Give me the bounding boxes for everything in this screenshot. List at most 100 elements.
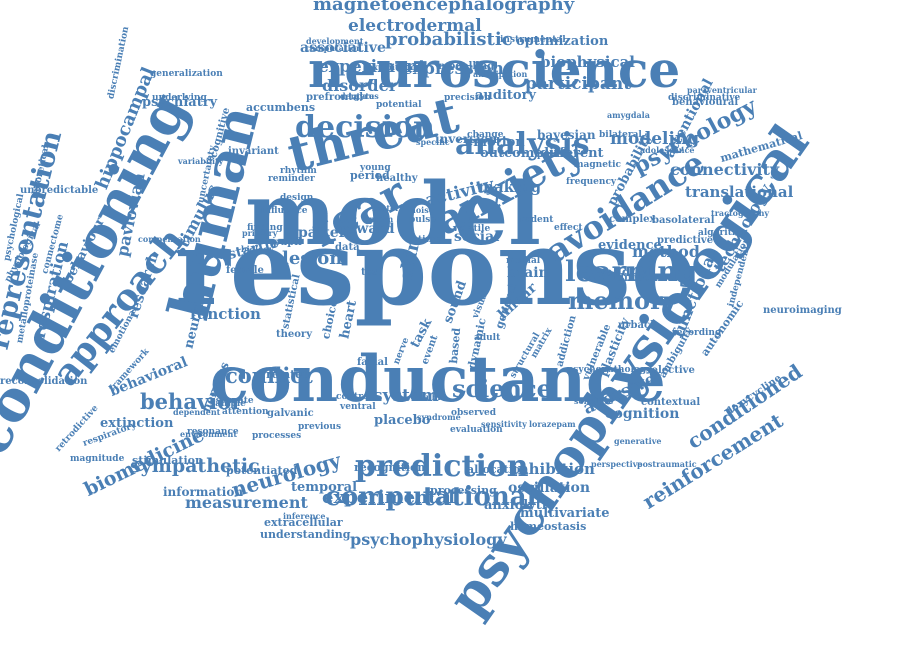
- cloud-word: inhibition: [512, 460, 595, 478]
- cloud-word: learning: [565, 255, 698, 288]
- cloud-word: specific: [416, 137, 450, 147]
- cloud-word: urbach: [618, 320, 658, 331]
- cloud-word: brain: [507, 265, 549, 281]
- cloud-word: previous: [298, 422, 342, 432]
- cloud-word: precision: [444, 93, 491, 103]
- cloud-word: extinction: [100, 416, 174, 431]
- cloud-word: potentiated: [226, 464, 298, 477]
- cloud-word: stimulation: [132, 454, 203, 467]
- cloud-word: processing: [430, 484, 497, 497]
- cloud-word: volatile: [453, 224, 491, 234]
- cloud-word: response: [175, 206, 697, 329]
- cloud-word: female: [226, 265, 264, 276]
- cloud-word: amygdala: [607, 110, 650, 120]
- cloud-word: rodent: [520, 215, 554, 225]
- cloud-word: auditory: [475, 88, 536, 103]
- cloud-word: frequency: [566, 177, 617, 187]
- cloud-word: pupil: [273, 237, 302, 248]
- cloud-word: reconsolidation: [0, 376, 88, 387]
- cloud-word: prediction: [355, 449, 529, 484]
- cloud-word: system: [373, 386, 439, 406]
- cloud-word: control: [336, 392, 373, 402]
- cloud-word: function: [190, 305, 261, 323]
- cloud-word: time: [418, 235, 441, 245]
- cloud-word: double: [415, 392, 446, 402]
- cloud-word: measurement: [185, 493, 308, 512]
- cloud-word: experiment: [318, 57, 427, 77]
- cloud-word: connectivity: [670, 160, 780, 179]
- cloud-word: facial: [357, 357, 388, 368]
- cloud-word: outcome: [480, 146, 543, 161]
- cloud-word: model: [245, 164, 541, 265]
- cloud-word: disorder: [322, 76, 398, 95]
- cloud-word: pattern: [298, 225, 357, 241]
- cloud-word: effect: [554, 223, 583, 233]
- cloud-word: multivariate: [520, 506, 610, 521]
- cloud-word: better: [372, 203, 400, 213]
- cloud-word: lorazepam: [529, 419, 576, 429]
- cloud-word: potential: [376, 100, 422, 110]
- cloud-word: expression: [402, 59, 504, 79]
- cloud-word: magnetoencephalography: [313, 0, 575, 15]
- cloud-word: magnetic: [574, 160, 621, 170]
- cloud-word: related: [266, 368, 310, 381]
- cloud-word: basolateral: [652, 215, 715, 226]
- cloud-word: conductance: [210, 342, 666, 417]
- cloud-word: biophysical: [540, 53, 635, 71]
- cloud-word: placebo: [374, 413, 431, 428]
- cloud-word: development: [306, 36, 364, 46]
- cloud-word: computational: [325, 482, 537, 512]
- cloud-word: sympathetic: [130, 455, 260, 477]
- cloud-word: evaluation: [450, 425, 503, 435]
- cloud-word: influence: [261, 206, 308, 216]
- cloud-word: sensitivity: [481, 419, 527, 429]
- cloud-word: environment: [180, 429, 238, 439]
- cloud-word: primary: [242, 228, 278, 238]
- cloud-word: postraumatic: [637, 459, 697, 469]
- cloud-word: resonance: [187, 427, 239, 437]
- cloud-word: healthy: [376, 173, 418, 184]
- cloud-word: patient: [537, 150, 574, 160]
- cloud-word: evidence: [598, 238, 662, 253]
- cloud-word: making: [478, 178, 542, 196]
- cloud-word: anticipation: [473, 69, 528, 79]
- cloud-word: selective: [646, 365, 695, 376]
- cloud-word: variability: [178, 156, 224, 166]
- cloud-word: compensation: [138, 234, 201, 244]
- cloud-word: social: [454, 229, 500, 245]
- cloud-word: modelling: [438, 61, 495, 72]
- cloud-word: period: [350, 169, 390, 182]
- cloud-word: based: [447, 327, 464, 365]
- cloud-word: decision: [295, 110, 435, 145]
- cloud-word: experimental: [322, 487, 455, 508]
- cloud-word: behavior: [140, 389, 243, 414]
- cloud-word: observed: [451, 408, 497, 418]
- cloud-word: noise: [410, 205, 434, 215]
- cloud-word: change: [467, 130, 504, 140]
- cloud-word: complex: [609, 214, 656, 225]
- cloud-word: analysis: [455, 127, 590, 162]
- cloud-word: inversion: [435, 132, 498, 146]
- cloud-word: exploitation: [368, 62, 422, 72]
- cloud-word: psychophysiology: [350, 530, 507, 549]
- cloud-word: probabilistic: [385, 29, 513, 50]
- cloud-word: ppsm: [369, 214, 394, 224]
- cloud-word: underlying: [152, 93, 207, 103]
- cloud-word: neuroimaging: [763, 305, 842, 316]
- cloud-word: finding: [247, 223, 283, 233]
- cloud-word: difference: [617, 273, 674, 284]
- cloud-word: information: [163, 485, 244, 499]
- cloud-word: bayesian: [537, 128, 596, 142]
- cloud-word: translational: [685, 183, 794, 201]
- cloud-word: young: [360, 163, 391, 173]
- cloud-word: magnitude: [70, 454, 125, 464]
- cloud-word: data: [335, 242, 360, 253]
- cloud-word: discriminative: [668, 93, 741, 103]
- cloud-word: psychiatry: [142, 95, 218, 110]
- cloud-word: psychopathology: [567, 365, 652, 375]
- cloud-word: method: [632, 242, 700, 261]
- cloud-word: emotion: [465, 135, 525, 150]
- cloud-word: homeostasis: [510, 520, 587, 533]
- cloud-word: perspective: [591, 459, 643, 469]
